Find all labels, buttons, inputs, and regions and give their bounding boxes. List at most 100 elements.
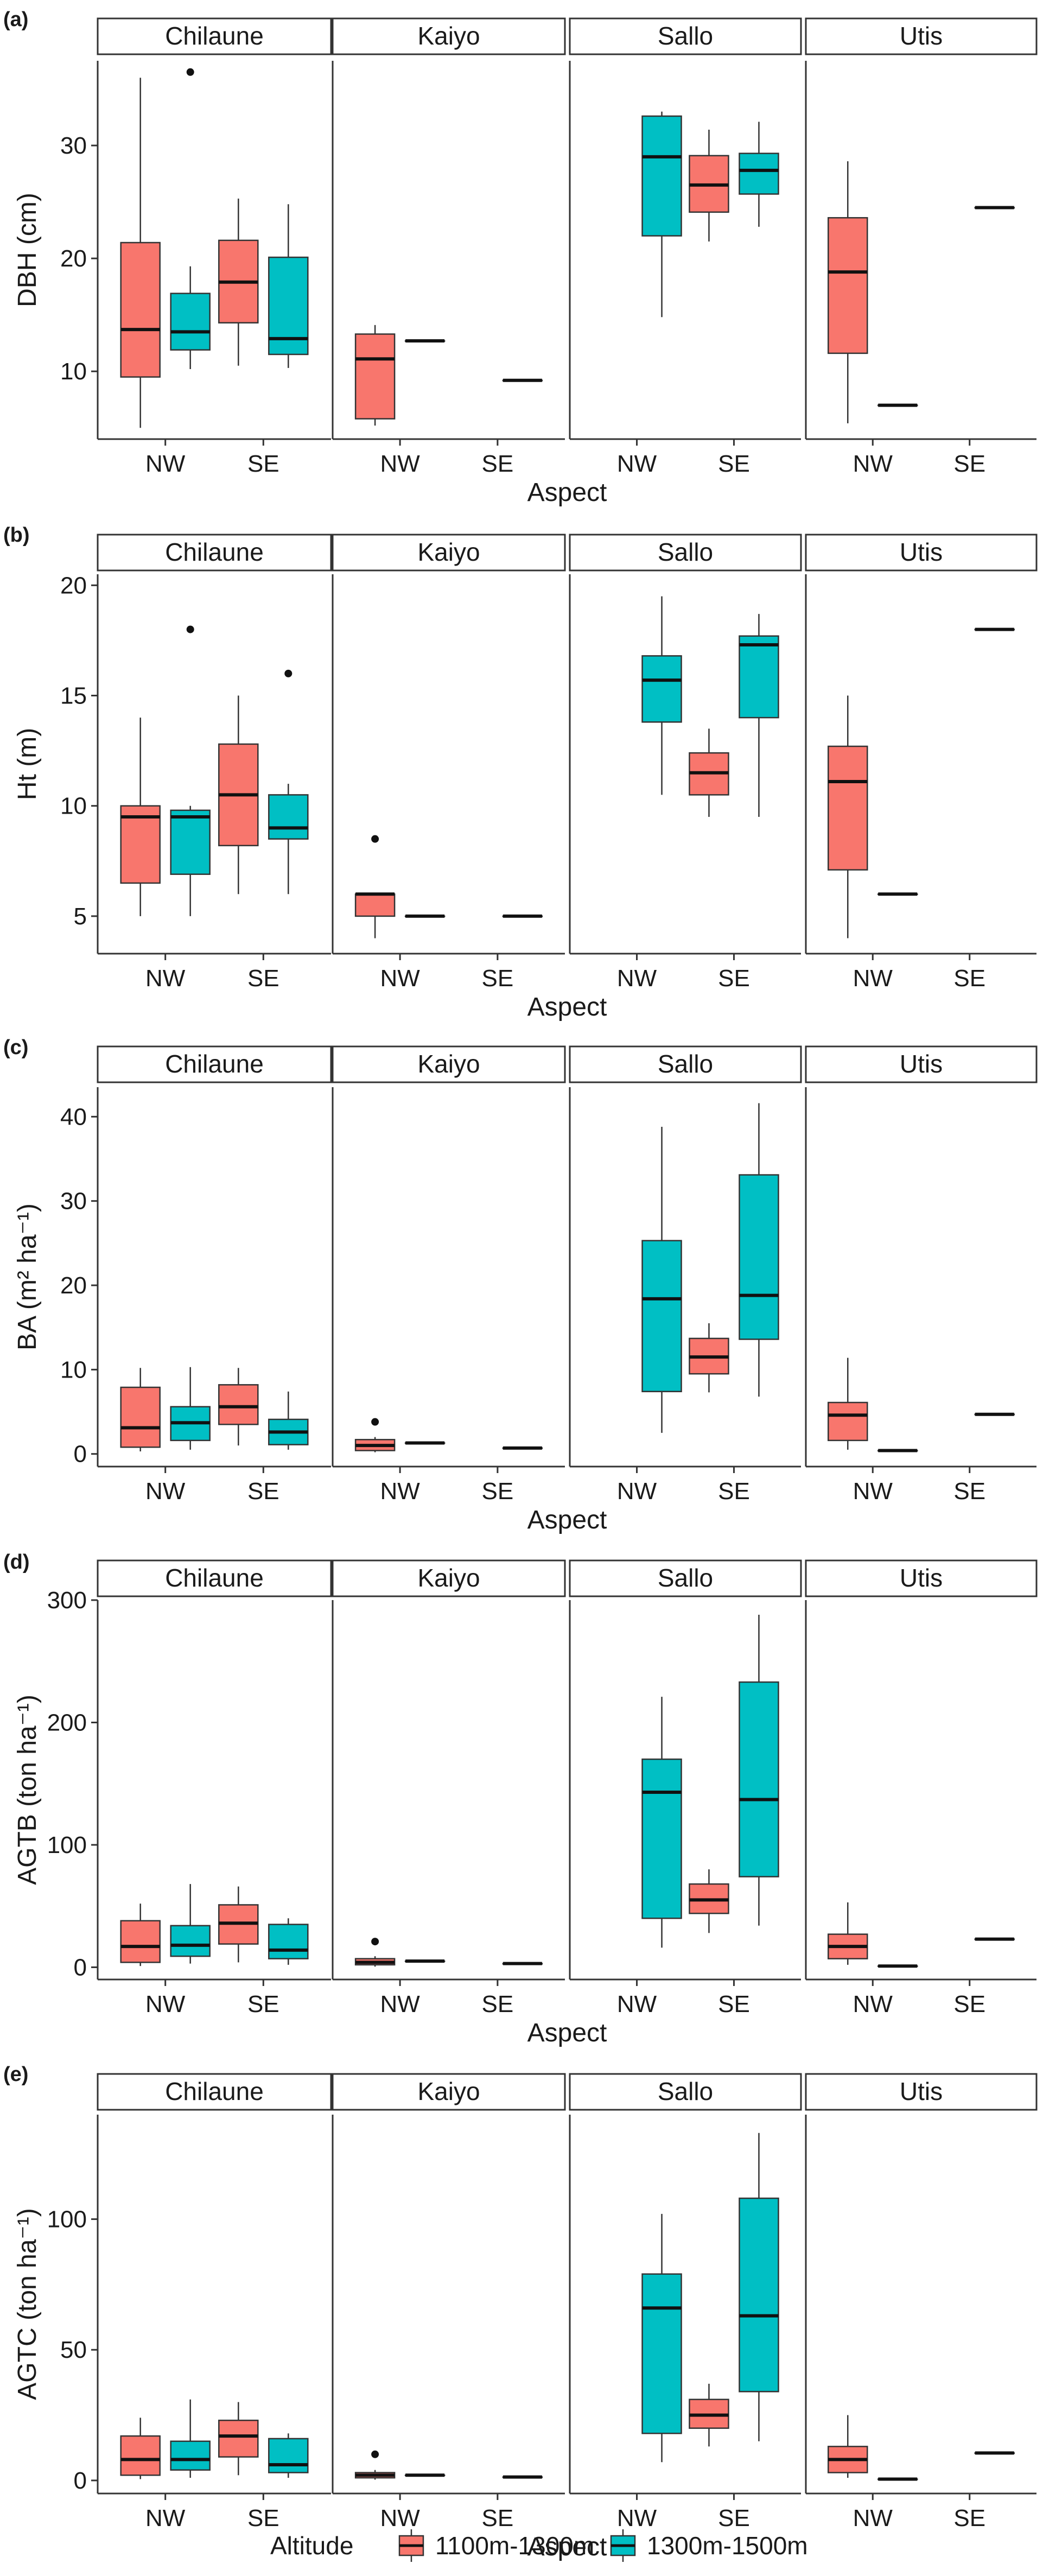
y-tick-label: 5 [74, 903, 87, 930]
x-tick-label: SE [718, 1478, 750, 1505]
box-chilaune-se-high [268, 1918, 309, 1965]
legend: Altitude 1100m-1300m 1300m-1500m [270, 2529, 808, 2562]
facet-strip-label: Kaiyo [417, 2077, 480, 2105]
box-utis-nw-low [828, 1357, 868, 1450]
facet-strip [97, 1045, 332, 1083]
facet-strip [569, 534, 802, 572]
box-iqr [739, 1174, 779, 1340]
x-axis-title: Aspect [527, 993, 607, 1021]
box-iqr [828, 1401, 868, 1442]
box-utis-se-high [974, 1412, 1015, 1416]
x-tick-label: SE [247, 965, 279, 992]
x-tick-label: NW [617, 1478, 657, 1505]
facet-strip-label: Utis [900, 1050, 943, 1078]
x-tick-label: SE [953, 1478, 985, 1505]
box-sallo-se-high [739, 122, 779, 227]
facet-strip [805, 1559, 1038, 1597]
box-iqr [641, 1240, 682, 1393]
y-tick-label: 10 [60, 1356, 87, 1383]
box-utis-nw-low [828, 695, 868, 938]
facet-strip-label: Utis [900, 538, 943, 566]
box-sallo-se-high [739, 1103, 779, 1397]
box-kaiyo-nw-low [354, 835, 396, 938]
box-chilaune-se-low [218, 1368, 259, 1446]
box-utis-nw-low [828, 161, 868, 423]
box-sallo-nw-high [641, 1697, 682, 1948]
box-chilaune-nw-high [170, 2399, 211, 2478]
facet-strip [569, 2073, 802, 2111]
panel-tag: (b) [3, 524, 30, 547]
facet-strip [569, 1559, 802, 1597]
y-tick-label: 0 [74, 2467, 87, 2494]
y-tick-label: 10 [60, 358, 87, 385]
box-chilaune-nw-high [170, 625, 211, 916]
box-iqr [170, 293, 211, 351]
box-iqr [828, 745, 868, 871]
y-axis-title: Ht (m) [13, 728, 42, 800]
box-kaiyo-nw-high [404, 2473, 446, 2477]
box-chilaune-se-high [268, 669, 309, 894]
panel-tag: (d) [3, 1551, 30, 1573]
box-chilaune-se-low [218, 198, 259, 366]
facet-strip [805, 17, 1038, 55]
x-tick-label: SE [718, 2505, 750, 2531]
x-tick-label: SE [247, 1991, 279, 2017]
x-tick-label: NW [145, 1478, 186, 1505]
facet-strip [332, 17, 566, 55]
box-iqr [739, 2197, 779, 2393]
panel-b: (b) Ht (m) Aspect 5 10 15 20 Chilaune NW SE Kaiyo N… [3, 524, 1038, 1021]
x-axis-title: Aspect [527, 478, 607, 507]
x-tick-label: NW [145, 1991, 186, 2017]
box-sallo-se-high [739, 2133, 779, 2441]
x-axis-title: Aspect [527, 2019, 607, 2047]
x-tick-label: SE [482, 1991, 514, 2017]
y-axis-title: AGTC (ton ha⁻¹) [13, 2208, 42, 2400]
box-chilaune-nw-high [170, 1884, 211, 1964]
y-tick-label: 10 [60, 793, 87, 820]
box-iqr [268, 794, 309, 840]
box-iqr [641, 655, 682, 723]
facet-strip [805, 1045, 1038, 1083]
box-iqr [170, 1925, 211, 1957]
y-tick-label: 20 [60, 572, 87, 599]
facet-strip [97, 1559, 332, 1597]
y-tick-label: 200 [47, 1709, 87, 1736]
facet-strip [97, 17, 332, 55]
box-iqr [739, 635, 779, 719]
box-kaiyo-se-high [502, 378, 543, 382]
facet-strip [332, 1045, 566, 1083]
x-tick-label: NW [380, 1991, 420, 2017]
box-utis-se-high [974, 1937, 1015, 1941]
x-tick-label: NW [853, 1478, 893, 1505]
box-outlier [371, 835, 379, 843]
box-iqr [828, 217, 868, 354]
facet-strip-label: Sallo [658, 1564, 713, 1592]
panels-layer: (a) DBH (cm) Aspect 10 20 30 Chilaune NW SE Kaiyo… [3, 8, 1038, 2561]
x-tick-label: SE [953, 965, 985, 992]
box-iqr [120, 805, 161, 884]
x-tick-label: SE [718, 965, 750, 992]
legend-entry-label: 1300m-1500m [647, 2531, 808, 2560]
y-tick-label: 30 [60, 132, 87, 159]
box-utis-nw-high [877, 1449, 918, 1452]
facet-strip [805, 2073, 1038, 2111]
y-tick-label: 0 [74, 1441, 87, 1468]
x-tick-label: NW [380, 1478, 420, 1505]
x-tick-label: SE [247, 451, 279, 477]
box-chilaune-nw-low [120, 718, 161, 916]
panel-a: (a) DBH (cm) Aspect 10 20 30 Chilaune NW SE Kaiyo… [3, 8, 1038, 507]
y-tick-label: 15 [60, 683, 87, 709]
x-tick-label: NW [853, 1991, 893, 2017]
box-sallo-nw-high [641, 596, 682, 795]
box-iqr [354, 893, 396, 917]
box-chilaune-nw-high [170, 68, 211, 370]
panel-tag: (a) [3, 8, 28, 31]
facet-strip [569, 17, 802, 55]
box-outlier [371, 2450, 379, 2458]
box-sallo-se-high [739, 614, 779, 817]
box-chilaune-nw-low [120, 1368, 161, 1452]
x-tick-label: NW [853, 2505, 893, 2531]
facet-strip-label: Kaiyo [417, 1050, 480, 1078]
box-iqr [120, 1386, 161, 1448]
box-kaiyo-nw-high [404, 1441, 446, 1445]
